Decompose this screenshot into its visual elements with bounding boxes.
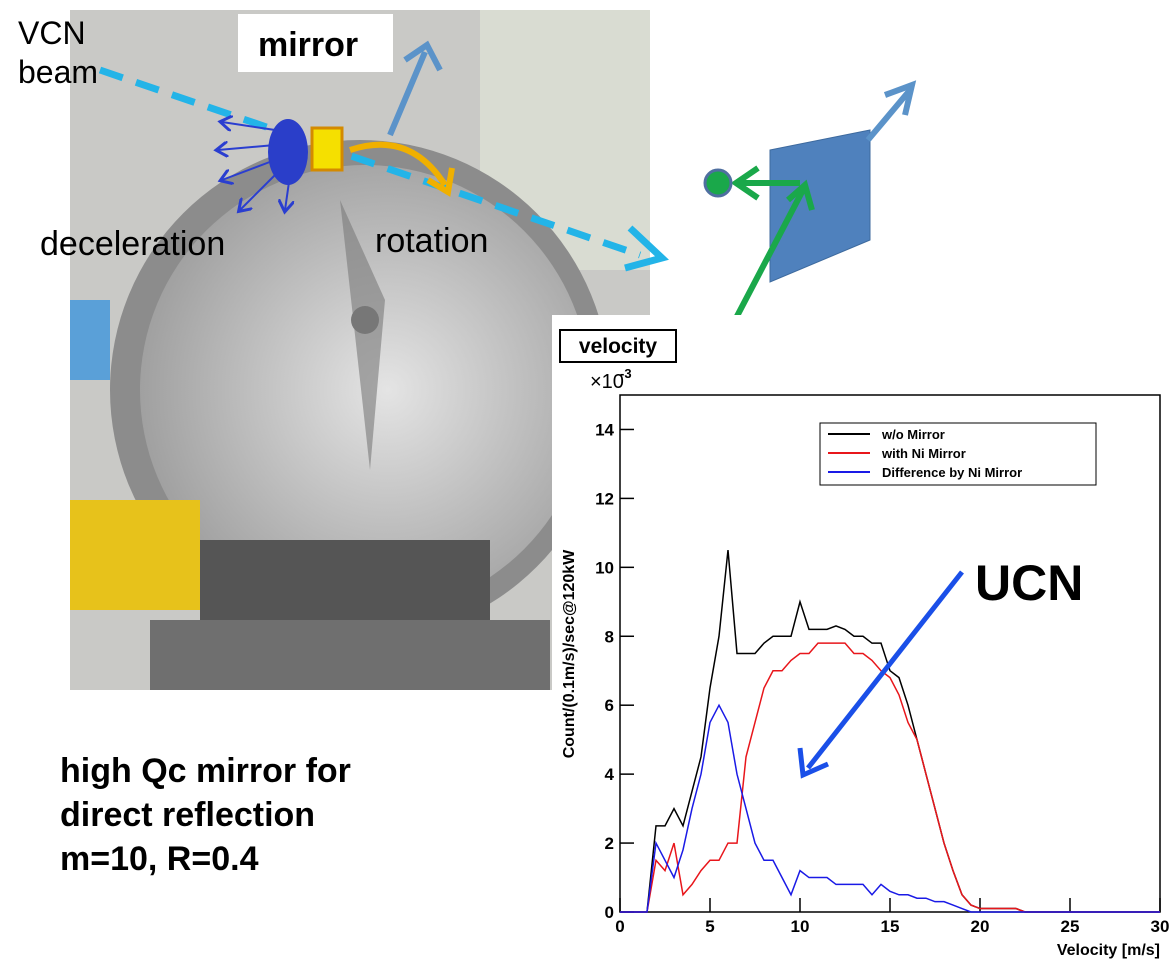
diagram-reflection-arrow: [865, 88, 913, 142]
rotation-label: rotation: [375, 222, 488, 260]
y-tick-label: 2: [605, 834, 614, 853]
x-tick-label: 5: [705, 917, 714, 936]
incoming-arrow: [732, 188, 806, 322]
chart-title-box: [559, 329, 677, 363]
rotation-arrow: [349, 141, 448, 187]
diagram-reflection-arrowhead: [883, 80, 917, 116]
reflection-arrowhead: [403, 40, 443, 72]
reflection-arrow: [387, 50, 428, 137]
legend-label: w/o Mirror: [881, 427, 945, 442]
mirror-element: [310, 126, 344, 172]
x-tick-label: 10: [791, 917, 810, 936]
x-tick-label: 15: [881, 917, 900, 936]
beam-label: beam: [18, 54, 98, 90]
y-tick-label: 0: [605, 903, 614, 922]
incoming-arrowhead: [786, 179, 815, 211]
chart-title: velocity: [579, 335, 658, 358]
y-tick-label: 14: [595, 420, 614, 439]
x-axis-label: Velocity [m/s]: [1057, 942, 1160, 959]
ucn-annotation: UCN: [975, 555, 1083, 611]
caption-line: high Qc mirror for: [60, 752, 351, 790]
beam-line: [98, 66, 642, 259]
x-tick-label: 20: [971, 917, 990, 936]
y-scale-base: ×10: [590, 371, 624, 393]
x-tick-label: 0: [615, 917, 624, 936]
mirror-label: mirror: [258, 26, 358, 64]
y-tick-label: 6: [605, 696, 614, 715]
beam-arrowhead: [624, 225, 669, 272]
rotation-arrowhead: [426, 167, 455, 197]
deceleration-label: deceleration: [40, 225, 225, 263]
neutron-dot: [703, 168, 733, 198]
caption-line: direct reflection: [60, 796, 315, 834]
mirror-diagram: [769, 129, 871, 283]
y-tick-label: 12: [595, 489, 614, 508]
mirror-label-bg: [238, 14, 393, 72]
y-tick-label: 4: [605, 765, 615, 784]
series-line: [620, 703, 1160, 913]
ucn-arrow: [806, 570, 964, 770]
y-axis-label: Count/(0.1m/s)/sec@120kW: [561, 549, 578, 758]
x-tick-label: 25: [1061, 917, 1080, 936]
decelerator: [268, 119, 308, 185]
x-tick-label: 30: [1151, 917, 1170, 936]
ucn-arrowhead: [797, 747, 830, 779]
outgoing-arrowhead: [730, 165, 760, 201]
y-tick-label: 10: [595, 558, 614, 577]
legend-label: with Ni Mirror: [881, 446, 966, 461]
y-tick-label: 8: [605, 627, 614, 646]
caption-line: m=10, R=0.4: [60, 840, 259, 878]
legend-label: Difference by Ni Mirror: [882, 465, 1022, 480]
y-scale-exponent: -3: [620, 366, 632, 381]
vcn-label: VCN: [18, 15, 86, 51]
